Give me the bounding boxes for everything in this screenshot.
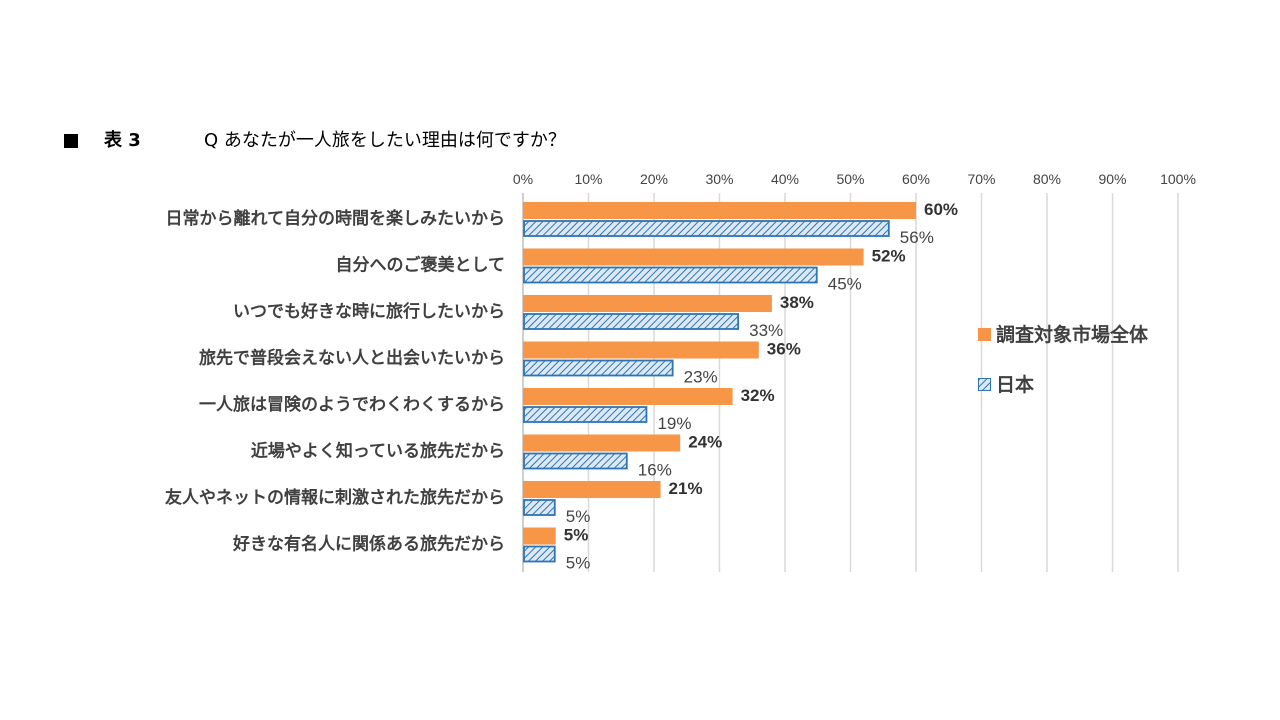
legend-label-series-a: 調査対象市場全体 [996,324,1149,346]
bar-series-a [523,248,864,266]
bar-series-b [523,313,740,330]
bar-series-b [523,406,648,423]
bar-series-a [523,527,556,545]
data-label-series-b: 33% [749,321,783,340]
data-label-series-b: 56% [900,228,934,247]
data-label-series-a: 36% [767,340,801,359]
data-label-series-b: 23% [684,368,718,387]
bar-series-a [523,434,681,452]
bar-series-b [523,266,818,284]
category-label: 一人旅は冒険のようでわくわくするから [199,394,505,415]
x-tick-label: 40% [771,171,799,187]
x-tick-label: 80% [1033,171,1061,187]
x-tick-label: 60% [902,171,930,187]
category-label: 友人やネットの情報に刺激された旅先だから [165,487,505,508]
data-label-series-a: 5% [564,526,589,545]
data-label-series-b: 45% [828,275,862,294]
survey-question: Q あなたが一人旅をしたい理由は何ですか？ [204,130,566,151]
x-tick-label: 50% [836,171,864,187]
x-tick-label: 100% [1160,171,1196,187]
data-label-series-b: 19% [657,414,691,433]
category-label: 自分へのご褒美として [336,255,506,276]
black-square-icon [64,134,78,148]
legend-item-series-b: 日本 [978,370,1228,400]
category-label: 近場やよく知っている旅先だから [251,441,505,462]
x-tick-label: 30% [705,171,733,187]
legend: 調査対象市場全体 日本 [978,320,1228,420]
data-label-series-b: 5% [566,507,591,526]
data-label-series-a: 38% [780,293,814,312]
bar-series-a [523,202,916,219]
x-tick-label: 0% [513,171,533,187]
bar-series-b [523,499,556,516]
category-label: いつでも好きな時に旅行したいから [233,301,505,322]
x-tick-label: 70% [967,171,995,187]
chart-title: 表 3 Q あなたが一人旅をしたい理由は何ですか？ [64,128,764,156]
legend-swatch-hatched-blue [978,378,991,391]
data-label-series-a: 52% [872,247,906,266]
legend-swatch-orange [978,328,991,341]
data-label-series-a: 24% [688,433,722,452]
legend-label-series-b: 日本 [996,374,1035,396]
data-label-series-a: 60% [924,200,958,219]
category-label: 好きな有名人に関係ある旅先だから [232,534,505,555]
x-tick-label: 20% [640,171,668,187]
bar-series-b [523,452,628,470]
bar-series-a [523,481,661,498]
x-tick-label: 10% [574,171,602,187]
bar-series-a [523,388,733,405]
category-label: 日常から離れて自分の時間を楽しみたいから [166,208,506,229]
data-label-series-a: 21% [669,479,703,498]
table-number: 表 3 [104,130,141,151]
data-label-series-b: 16% [638,461,672,480]
legend-item-series-a: 調査対象市場全体 [978,320,1228,350]
category-label: 旅先で普段会えない人と出会いたいから [199,348,505,369]
data-label-series-b: 5% [566,554,591,573]
data-label-series-a: 32% [741,386,775,405]
bar-series-b [523,545,556,563]
bar-series-b [523,359,674,377]
bar-series-a [523,341,759,359]
bar-series-b [523,220,890,237]
bar-series-a [523,295,772,312]
x-tick-label: 90% [1098,171,1126,187]
